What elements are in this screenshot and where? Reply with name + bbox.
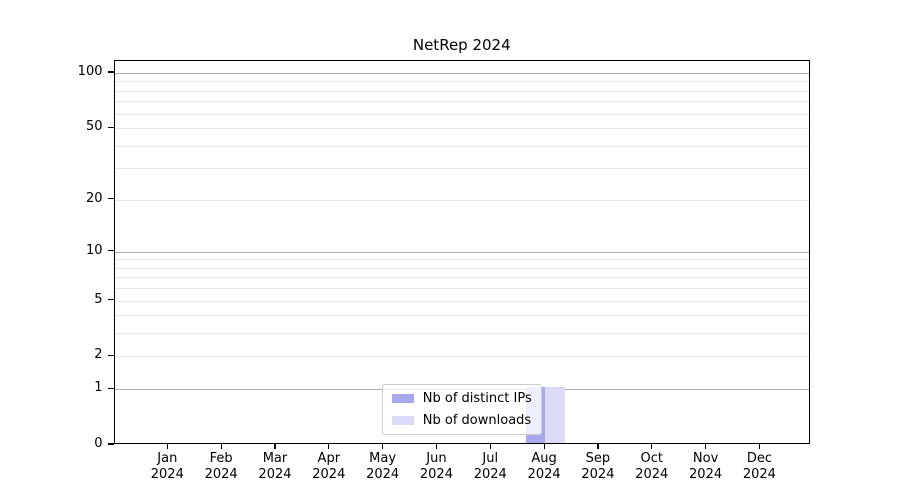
legend-item-distinct-ips: Nb of distinct IPs — [391, 391, 532, 406]
x-tick-mark — [651, 444, 653, 449]
y-tick-mark — [107, 298, 114, 301]
x-tick-mark — [758, 444, 760, 449]
x-tick-mark — [274, 444, 276, 449]
y-tick-mark — [107, 443, 114, 445]
x-tick-label: Jan 2024 — [150, 451, 184, 482]
x-tick-mark — [435, 444, 438, 449]
minor-gridline — [114, 128, 809, 130]
x-tick-label: Aug 2024 — [527, 451, 561, 482]
legend: Nb of distinct IPs Nb of downloads — [381, 384, 542, 435]
minor-gridline — [114, 168, 809, 170]
legend-swatch-downloads — [391, 416, 414, 425]
x-tick-mark — [328, 444, 330, 449]
y-tick-mark — [107, 198, 114, 200]
x-tick-label: May 2024 — [366, 451, 400, 482]
y-tick-label: 100 — [77, 64, 103, 80]
minor-gridline — [114, 145, 809, 147]
x-tick-mark — [382, 444, 384, 449]
x-tick-label: Nov 2024 — [689, 451, 723, 482]
minor-gridline — [114, 315, 809, 317]
x-tick-label: Sep 2024 — [581, 451, 615, 482]
minor-gridline — [114, 199, 809, 201]
chart-title: NetRep 2024 — [412, 36, 511, 54]
major-gridline — [114, 73, 809, 75]
y-tick-label: 50 — [85, 119, 103, 135]
x-tick-label: Feb 2024 — [204, 451, 238, 482]
x-tick-label: Apr 2024 — [312, 451, 346, 482]
minor-gridline — [114, 81, 809, 83]
y-tick-label: 2 — [94, 347, 103, 363]
x-tick-mark — [543, 444, 545, 449]
minor-gridline — [114, 90, 809, 92]
y-tick-label: 1 — [94, 380, 103, 396]
minor-gridline — [114, 267, 809, 269]
x-tick-label: Jul 2024 — [473, 451, 507, 482]
y-tick-mark — [107, 71, 114, 73]
x-tick-mark — [704, 444, 707, 449]
x-tick-mark — [489, 444, 491, 449]
minor-gridline — [114, 259, 809, 261]
bar-downloads — [545, 387, 565, 443]
y-tick-mark — [107, 354, 114, 357]
minor-gridline — [114, 277, 809, 279]
major-gridline — [114, 251, 809, 253]
minor-gridline — [114, 288, 809, 290]
x-tick-label: Jun 2024 — [419, 451, 453, 482]
y-tick-label: 5 — [94, 291, 103, 307]
x-tick-label: Mar 2024 — [258, 451, 292, 482]
y-tick-mark — [107, 387, 114, 389]
y-tick-label: 10 — [85, 242, 103, 258]
minor-gridline — [114, 300, 809, 302]
y-tick-label: 20 — [85, 190, 103, 206]
plot-area: Nb of distinct IPs Nb of downloads — [113, 59, 810, 444]
x-tick-label: Dec 2024 — [742, 451, 776, 482]
legend-label-downloads: Nb of downloads — [422, 413, 532, 428]
x-tick-mark — [597, 444, 599, 449]
minor-gridline — [114, 333, 809, 335]
minor-gridline — [114, 113, 809, 115]
minor-gridline — [114, 356, 809, 358]
minor-gridline — [114, 101, 809, 103]
x-tick-label: Oct 2024 — [635, 451, 669, 482]
legend-swatch-distinct-ips — [391, 394, 414, 403]
y-tick-mark — [107, 126, 114, 128]
legend-label-distinct-ips: Nb of distinct IPs — [422, 391, 532, 406]
x-tick-mark — [166, 444, 168, 449]
x-tick-mark — [220, 444, 222, 449]
y-tick-label: 0 — [94, 436, 103, 451]
y-tick-mark — [107, 250, 114, 252]
legend-item-downloads: Nb of downloads — [391, 413, 532, 428]
